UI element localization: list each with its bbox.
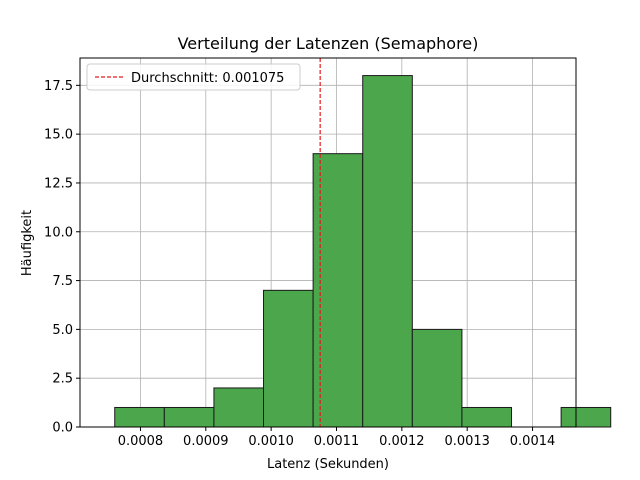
legend-box <box>86 63 301 91</box>
y-tick-label: 15.0 <box>44 128 73 143</box>
histogram-bar <box>213 387 265 428</box>
y-tick-label: 10.0 <box>44 225 73 240</box>
y-tick-label: 17.5 <box>44 79 73 94</box>
x-tick-label: 0.0011 <box>314 434 360 449</box>
y-tick-label: 0.0 <box>52 421 73 436</box>
histogram-bar <box>411 328 463 428</box>
x-tick-label: 0.0013 <box>444 434 490 449</box>
histogram-bars <box>114 75 612 428</box>
y-tick-label: 12.5 <box>44 176 73 191</box>
legend: Durchschnitt: 0.001075 <box>86 63 301 91</box>
histogram-bar <box>263 289 314 428</box>
x-tick-label: 0.0014 <box>510 434 556 449</box>
histogram-bar <box>461 406 513 428</box>
x-axis-ticks: 0.0008 0.0009 0.0010 0.0011 0.0012 0.0013 0.00… <box>118 427 556 449</box>
x-tick-label: 0.0010 <box>248 434 294 449</box>
y-tick-label: 7.5 <box>52 274 73 289</box>
legend-mean-label: Durchschnitt: 0.001075 <box>131 71 284 86</box>
x-tick-label: 0.0009 <box>183 434 229 449</box>
histogram-bar <box>114 406 165 428</box>
y-axis-ticks: 0.0 2.5 5.0 7.5 10.0 12.5 15.0 17.5 <box>44 79 80 436</box>
histogram-bar <box>312 153 364 428</box>
x-axis-title: Latenz (Sekunden) <box>267 457 389 472</box>
y-tick-label: 5.0 <box>52 323 73 338</box>
chart-title: Verteilung der Latenzen (Semaphore) <box>178 34 479 53</box>
plot-frame <box>79 57 577 428</box>
y-tick-label: 2.5 <box>52 372 73 387</box>
histogram-bar <box>362 75 413 428</box>
histogram-bar <box>163 406 215 428</box>
x-tick-label: 0.0012 <box>379 434 425 449</box>
x-tick-label: 0.0008 <box>118 434 164 449</box>
histogram-bar <box>560 406 612 428</box>
y-axis-title: Häufigkeit <box>20 210 35 276</box>
